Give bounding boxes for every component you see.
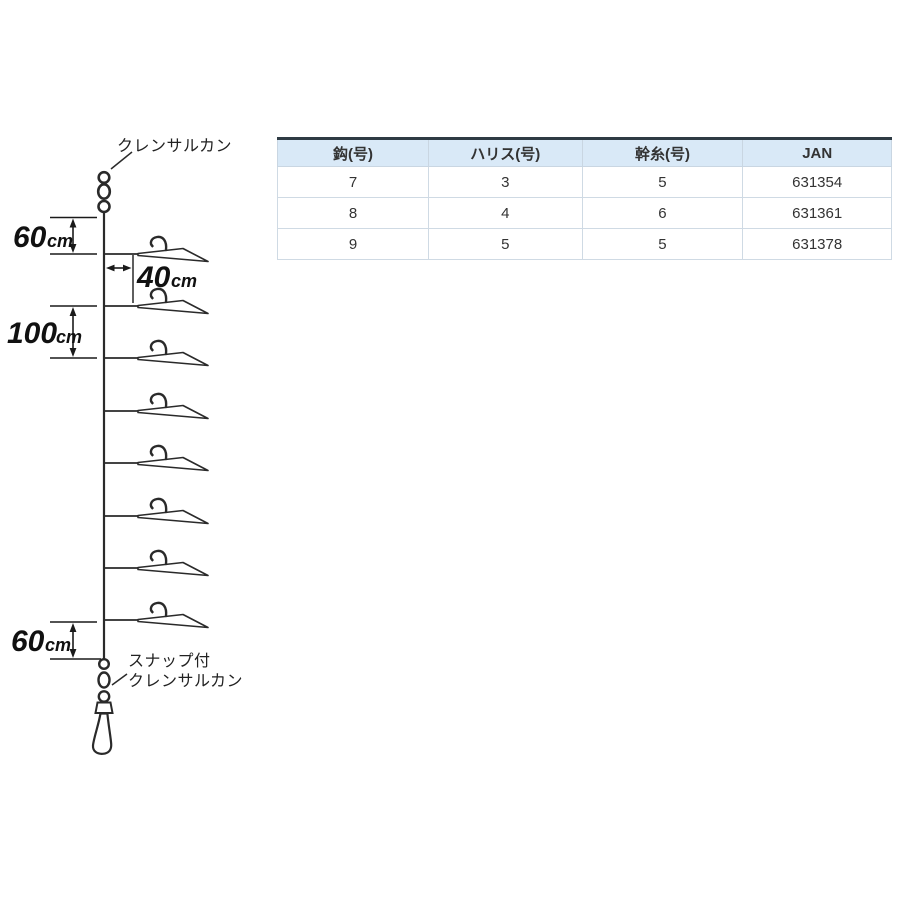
hook-icon [136,601,210,629]
cell-harisu-size: 5 [428,228,583,260]
col-header-mainline-size: 幹糸(号) [581,137,744,167]
table-row: 7 3 5 631354 [276,166,892,198]
bottom-swivel-label-line2: クレンサルカン [128,672,243,690]
hook-icon [136,235,210,263]
top-label-leader-line [110,151,133,170]
table-header-row: 鈎(号) ハリス(号) 幹糸(号) JAN [276,137,892,167]
hook-icon [136,549,210,577]
cell-hook-size: 7 [276,166,430,198]
cell-jan: 631378 [742,228,892,260]
top-swivel-label: クレンサルカン [117,137,232,155]
col-header-harisu-size: ハリス(号) [428,137,583,167]
rig-diagram: 60 cm 40 cm 100 cm [7,137,243,755]
cell-jan: 631354 [742,166,892,198]
cell-mainline-size: 5 [581,228,744,260]
hook-icon [136,392,210,420]
bottom-label-leader-line [111,673,128,686]
measurement-bottom-drop: 60 cm [11,621,101,660]
cell-jan: 631361 [742,197,892,229]
cell-hook-size: 8 [276,197,430,229]
snap-swivel-bottom-icon [91,658,114,755]
hook-icon [136,339,210,367]
col-header-jan: JAN [742,137,892,167]
table-row: 9 5 5 631378 [276,228,892,260]
branch-length-unit: cm [171,271,197,291]
table-row: 8 4 6 631361 [276,197,892,229]
branch-length-value: 40 [136,261,171,294]
cell-hook-size: 9 [276,228,430,260]
spec-table: 鈎(号) ハリス(号) 幹糸(号) JAN 7 3 5 631354 8 4 6 [276,137,892,260]
top-drop-unit: cm [47,231,73,251]
top-drop-value: 60 [13,221,47,254]
hook-spacing-unit: cm [56,327,82,347]
bottom-swivel-label-line1: スナップ付 [128,652,211,670]
bottom-drop-value: 60 [11,625,45,658]
hook-icon [136,497,210,525]
hook-icon [136,444,210,472]
bottom-drop-unit: cm [45,635,71,655]
measurement-top-drop: 60 cm [13,216,97,255]
measurement-hook-spacing: 100 cm [7,305,97,359]
hook-spacing-value: 100 [7,317,57,350]
swivel-top-icon [96,170,112,214]
cell-mainline-size: 5 [581,166,744,198]
hooks [104,235,210,629]
measurement-branch-length: 40 cm [106,255,197,303]
cell-harisu-size: 3 [428,166,583,198]
col-header-hook-size: 鈎(号) [276,137,430,167]
cell-harisu-size: 4 [428,197,583,229]
cell-mainline-size: 6 [581,197,744,229]
